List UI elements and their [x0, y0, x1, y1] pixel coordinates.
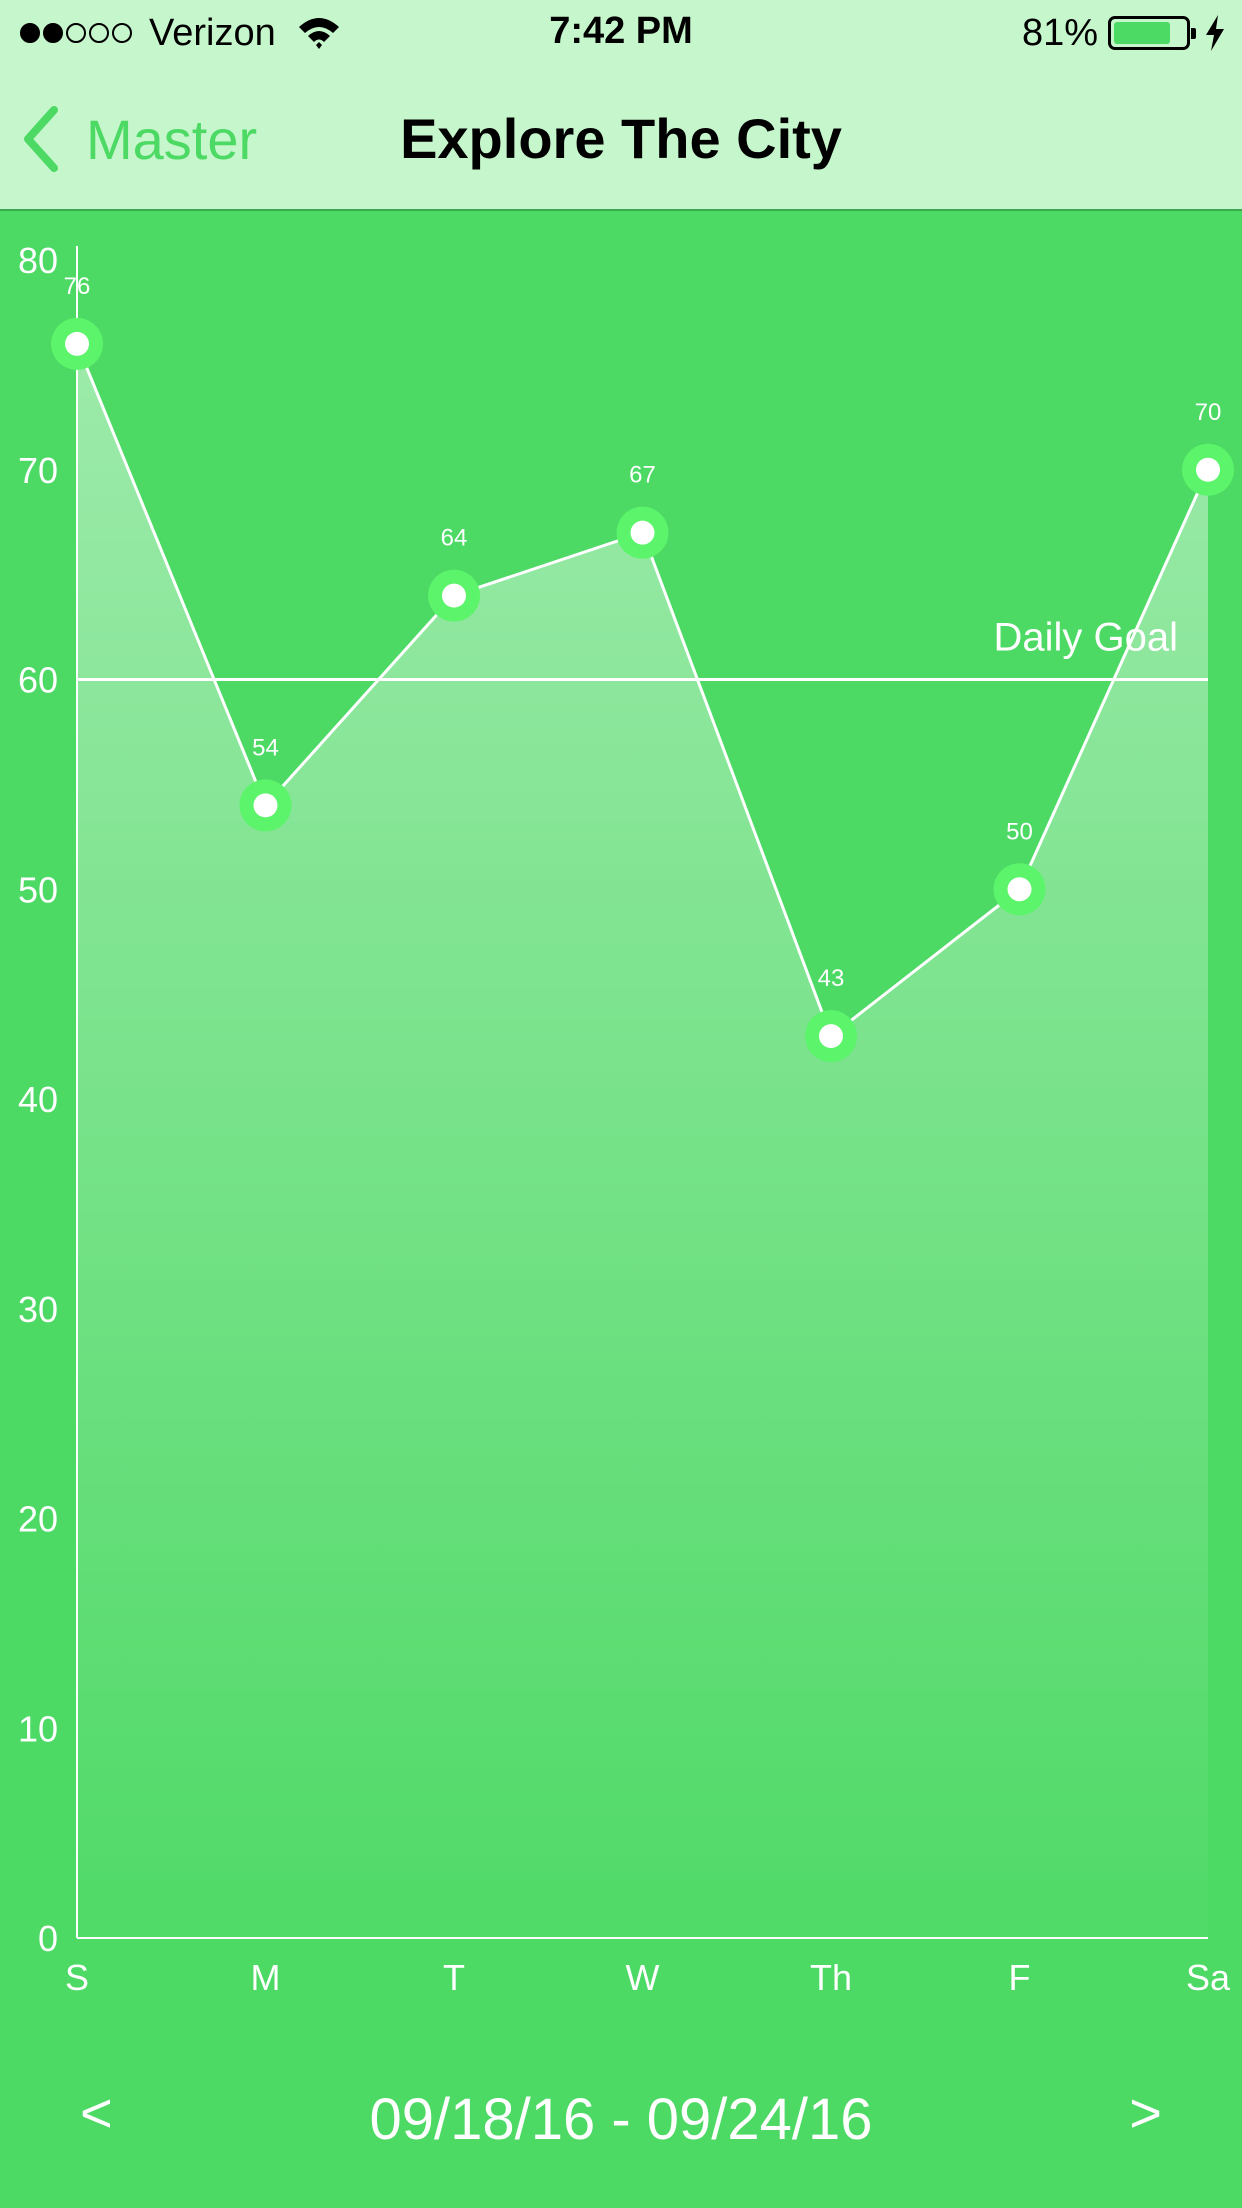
- x-tick-label: Sa: [1186, 1957, 1231, 1998]
- signal-strength-icon: [20, 23, 135, 43]
- data-point: [1007, 877, 1032, 902]
- back-button-label: Master: [86, 107, 258, 171]
- chart-points: [51, 317, 1234, 1063]
- x-tick-label: Th: [810, 1957, 852, 1998]
- wifi-icon: [298, 18, 339, 49]
- data-label: 76: [64, 273, 91, 300]
- y-tick-label: 60: [18, 660, 58, 701]
- x-tick-label: T: [443, 1957, 465, 1998]
- data-point: [65, 331, 89, 356]
- battery-fill: [1114, 22, 1170, 44]
- signal-dot: [43, 23, 63, 43]
- status-left: Verizon: [20, 8, 342, 58]
- y-tick-label: 0: [38, 1918, 58, 1959]
- x-tick-label: F: [1009, 1957, 1031, 1998]
- y-tick-label: 80: [18, 240, 58, 281]
- data-label: 50: [1006, 818, 1033, 845]
- data-label: 67: [629, 462, 656, 489]
- battery-percent: 81%: [1021, 11, 1098, 54]
- signal-dot: [89, 23, 109, 43]
- y-tick-label: 70: [18, 450, 58, 491]
- data-label: 54: [252, 734, 279, 761]
- chart-axes: 0 10 20 30 40 50 60 70 80 S M T W Th F Sa: [18, 240, 1231, 1998]
- x-tick-label: W: [626, 1957, 660, 1998]
- data-label: 64: [441, 525, 468, 552]
- goal-label: Daily Goal: [993, 616, 1178, 660]
- x-tick-label: M: [251, 1957, 281, 1998]
- battery-nub: [1191, 28, 1196, 39]
- y-tick-label: 20: [18, 1499, 58, 1540]
- status-right: 81%: [1022, 8, 1226, 58]
- navigation-bar: Master Explore The City: [0, 66, 1242, 211]
- data-point: [819, 1024, 843, 1049]
- carrier-name: Verizon: [149, 11, 276, 54]
- battery-icon: [1108, 16, 1196, 50]
- back-button[interactable]: Master: [22, 104, 257, 174]
- area-fill: [77, 343, 1208, 1938]
- data-point: [253, 793, 278, 818]
- weekly-line-chart: 0 10 20 30 40 50 60 70 80 S M T W Th F Sa Daily Goal 76…: [18, 240, 1234, 1998]
- data-label: 43: [818, 965, 845, 992]
- data-point: [630, 520, 655, 545]
- week-navigator: < 09/18/16 - 09/24/16 >: [0, 2080, 1242, 2170]
- y-tick-label: 30: [18, 1289, 58, 1330]
- page-title: Explore The City: [400, 107, 842, 170]
- data-point: [442, 583, 466, 608]
- chevron-left-icon: [24, 106, 58, 172]
- next-week-button[interactable]: >: [1129, 2081, 1162, 2144]
- chart-labels: 76 54 64 67 43 50 70: [64, 273, 1222, 992]
- signal-dot: [66, 23, 86, 43]
- date-range-label: 09/18/16 - 09/24/16: [369, 2087, 873, 2152]
- y-tick-label: 40: [18, 1079, 58, 1120]
- y-tick-label: 50: [18, 869, 58, 910]
- chart-area-fill: [77, 343, 1208, 1938]
- status-bar: Verizon 7:42 PM 81%: [0, 0, 1242, 66]
- signal-dot: [112, 23, 132, 43]
- charging-bolt-icon: [1206, 15, 1224, 51]
- daily-goal-line: Daily Goal: [77, 616, 1208, 681]
- data-label: 70: [1195, 399, 1222, 426]
- x-tick-label: S: [65, 1957, 89, 1998]
- status-time: 7:42 PM: [549, 10, 693, 52]
- signal-dot: [20, 23, 40, 43]
- data-point: [1196, 457, 1220, 482]
- previous-week-button[interactable]: <: [80, 2081, 113, 2144]
- y-tick-label: 10: [18, 1708, 58, 1749]
